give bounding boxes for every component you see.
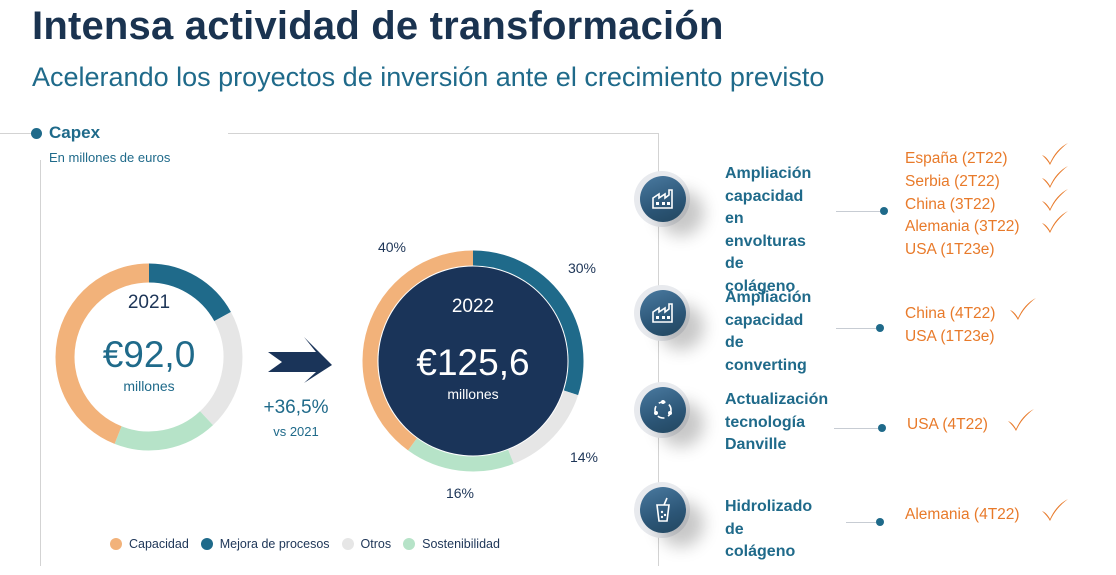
project-label: Ampliación capacidad en envolturas de colág… <box>725 163 811 298</box>
donut-2021: 2021 €92,0 millones <box>55 263 243 451</box>
refresh-cycle-icon <box>640 387 686 433</box>
location-item: Alemania (4T22) <box>905 499 1068 527</box>
capex-subtitle: En millones de euros <box>49 150 171 165</box>
donut-2022: 40% 30% 14% 16% 2022 €125,6 millones <box>362 239 598 501</box>
project-connector <box>846 522 876 523</box>
project-label-line: Danville <box>725 436 787 453</box>
project-locations: China (4T22) USA (1T23e) <box>905 298 1036 349</box>
project-connector-dot <box>876 324 884 332</box>
project-locations: USA (4T22) <box>907 409 1034 437</box>
legend-swatch <box>403 538 416 550</box>
project-label: Hidrolizado de colágeno <box>725 496 812 564</box>
donut-2022-center <box>378 266 568 456</box>
legend-label: Capacidad <box>129 537 189 551</box>
checkmark-icon <box>1040 210 1070 242</box>
legend-label: Mejora de procesos <box>219 537 330 551</box>
donut-2022-label-otros: 14% <box>570 449 598 465</box>
donut-2022-label-mejora: 30% <box>568 260 596 276</box>
donut-2022-year: 2022 <box>452 296 494 317</box>
donut-2022-segment-otros <box>507 390 579 464</box>
donut-2021-year: 2021 <box>128 292 170 313</box>
growth-value: +36,5% <box>264 397 329 418</box>
legend-item: Capacidad <box>110 537 189 551</box>
project-locations: España (2T22) Serbia (2T22) China (3T22) Al… <box>905 143 1068 262</box>
project-label-line: capacidad en <box>725 187 804 228</box>
location-item: Serbia (2T22) <box>905 165 1068 194</box>
legend-item: Sostenibilidad <box>403 537 500 551</box>
growth-arrow <box>268 337 332 383</box>
location-item: USA (1T23e) <box>905 327 995 345</box>
project-connector-dot <box>878 424 886 432</box>
legend-swatch <box>200 538 213 550</box>
project-label-line: tecnología <box>725 413 806 431</box>
capex-title: Capex <box>49 123 101 142</box>
capex-bullet <box>31 128 42 139</box>
factory-icon <box>640 290 686 336</box>
legend-label: Sostenibilidad <box>422 537 500 551</box>
donut-2021-segment-sostenibilidad <box>114 411 214 451</box>
factory-icon <box>640 176 686 222</box>
project-label: Actualización tecnología Danville <box>725 389 828 457</box>
project-label-line: Ampliación <box>725 289 812 306</box>
project-locations: Alemania (4T22) <box>905 499 1068 527</box>
checkmark-icon <box>1006 408 1036 440</box>
location-item: China (4T22) <box>905 298 1036 326</box>
donut-2022-segment-mejora <box>472 250 584 396</box>
project-label-line: Hidrolizado de <box>725 498 813 538</box>
page-subtitle: Acelerando los proyectos de inversión an… <box>32 62 825 92</box>
donut-2022-segment-capacidad <box>362 250 474 451</box>
legend-label: Otros <box>360 537 392 551</box>
capex-panel <box>40 133 659 566</box>
location-item: USA (4T22) <box>907 409 1034 437</box>
legend-swatch <box>110 538 122 550</box>
location-item: España (2T22) <box>905 143 1068 171</box>
growth-note: vs 2021 <box>273 424 319 439</box>
project-label-line: colágeno <box>725 277 796 295</box>
project-label-line: capacidad de <box>725 311 804 352</box>
checkmark-icon <box>1040 142 1070 174</box>
page-title: Intensa actividad de transformación <box>32 4 724 48</box>
checkmark-icon <box>1008 297 1038 329</box>
project-label-line: converting <box>725 356 807 374</box>
donut-2022-total: €125,6 <box>416 342 529 383</box>
donut-2021-segment-otros <box>199 311 243 426</box>
project-connector <box>836 211 880 212</box>
donut-2022-label-capacidad: 40% <box>378 239 406 255</box>
donut-2021-unit: millones <box>123 378 174 394</box>
checkmark-icon <box>1040 498 1070 530</box>
donut-2022-label-sostenibilidad: 16% <box>446 485 474 501</box>
project-label: Ampliación capacidad de converting <box>725 287 811 377</box>
project-label-line: colágeno <box>725 543 796 560</box>
drink-cup-icon <box>640 487 686 533</box>
project-label-line: Ampliación <box>725 165 812 182</box>
chart-legend: Capacidad Mejora de procesos Otros Sostenib… <box>110 537 512 551</box>
project-label-line: Actualización <box>725 391 829 408</box>
checkmark-icon <box>1040 165 1070 197</box>
location-item: USA (1T23e) <box>905 241 995 259</box>
project-connector-dot <box>876 518 884 526</box>
project-label-line: envolturas de <box>725 232 806 273</box>
location-item: Alemania (3T22) <box>905 211 1068 239</box>
donut-2021-segment-mejora <box>148 263 231 322</box>
project-connector-dot <box>880 207 888 215</box>
legend-swatch <box>341 538 354 550</box>
legend-item: Mejora de procesos <box>200 537 330 551</box>
location-item: China (3T22) <box>905 188 1068 217</box>
checkmark-icon <box>1040 188 1070 220</box>
project-connector <box>834 428 878 429</box>
donut-2022-segment-sostenibilidad <box>408 438 514 472</box>
project-connector <box>836 328 876 329</box>
donut-2021-segment-capacidad <box>55 263 150 444</box>
legend-item: Otros <box>341 537 392 551</box>
donut-2021-total: €92,0 <box>103 334 196 375</box>
donut-2022-unit: millones <box>447 386 498 402</box>
